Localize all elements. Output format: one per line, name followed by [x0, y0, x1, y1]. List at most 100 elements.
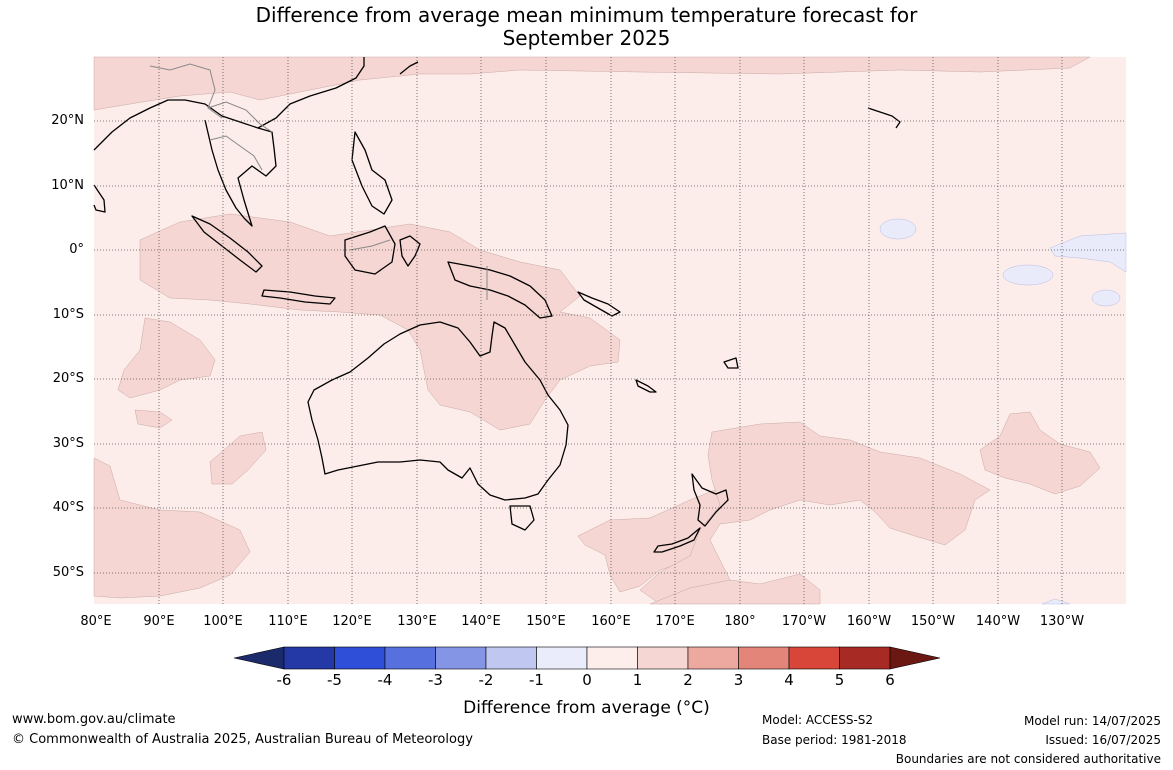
lat-label-50s: 50°S	[52, 565, 84, 580]
lon-label-130e: 130°E	[397, 614, 437, 629]
lat-label-10n: 10°N	[51, 178, 84, 193]
lat-label-20n: 20°N	[51, 113, 84, 128]
colorbar-arrow-high	[889, 646, 941, 670]
border-asia-3	[209, 135, 263, 171]
lon-label-170w: 170°W	[781, 614, 827, 629]
solomons-coast	[577, 291, 621, 317]
cool-patch-4	[1091, 289, 1121, 307]
map-title: Difference from average mean minimum tem…	[0, 4, 1173, 50]
hawaii-coast	[867, 107, 901, 129]
lon-label-110e: 110°E	[268, 614, 308, 629]
lon-label-150w: 150°W	[910, 614, 956, 629]
colorbar-tick-label: 1	[632, 671, 643, 689]
tasmania-coast	[509, 505, 535, 531]
footer-base-period: Base period: 1981-2018	[762, 733, 907, 747]
colorbar-tick-label: 5	[834, 671, 845, 689]
lon-label-150e: 150°E	[526, 614, 566, 629]
colorbar-tick-label: -1	[529, 671, 544, 689]
warm-patch-se-bottom	[649, 573, 821, 605]
footer-model: Model: ACCESS-S2	[762, 713, 874, 727]
footer-issued: Issued: 16/07/2025	[1045, 733, 1161, 747]
cool-patch-3	[1002, 264, 1054, 286]
lat-label-0: 0°	[69, 242, 84, 257]
lon-label-160e: 160°E	[591, 614, 631, 629]
graticule	[94, 57, 1126, 604]
colorbar-bin-4	[788, 646, 840, 670]
nz-south-coast	[653, 527, 701, 553]
new-caledonia-coast	[635, 379, 657, 393]
lon-label-170e: 170°E	[655, 614, 695, 629]
colorbar-arrow-low	[233, 646, 285, 670]
australia-coast	[307, 321, 569, 501]
coastlines	[93, 57, 901, 553]
colorbar-bin--3	[435, 646, 487, 670]
political-borders	[149, 63, 488, 300]
colorbar-tick-label: -4	[377, 671, 393, 689]
colorbar-tick-label: 6	[885, 671, 895, 689]
colorbar-tick-label: 0	[582, 671, 592, 689]
cool-patch-2	[1049, 232, 1127, 273]
lon-label-120e: 120°E	[332, 614, 372, 629]
lon-label-100e: 100°E	[203, 614, 243, 629]
indochina-coast	[204, 119, 277, 227]
lon-label-180: 180°	[724, 614, 756, 629]
warm-patch-se	[979, 411, 1101, 495]
colorbar-tick-label: -2	[478, 671, 494, 689]
cool-patch-5	[1041, 598, 1071, 605]
colorbar-tick-label: -3	[428, 671, 443, 689]
colorbar-tick-label: 4	[784, 671, 794, 689]
borneo-coast	[344, 225, 396, 275]
footer-disclaimer: Boundaries are not considered authoritat…	[895, 752, 1161, 766]
colorbar-tick-label: -5	[327, 671, 342, 689]
cool-patch-1	[879, 218, 917, 240]
sulawesi-coast	[399, 235, 421, 267]
lat-label-40s: 40°S	[52, 500, 84, 515]
nz-north-coast	[691, 473, 729, 527]
colorbar	[233, 646, 941, 670]
lon-label-140e: 140°E	[461, 614, 501, 629]
title-line-1: Difference from average mean minimum tem…	[255, 3, 918, 27]
warm-patch-west-ind	[117, 317, 216, 399]
warm-patch-sw	[93, 457, 251, 599]
border-asia-2	[207, 101, 273, 133]
footer-website: www.bom.gov.au/climate	[12, 712, 176, 727]
lon-label-80e: 80°E	[80, 614, 112, 629]
footer-model-run: Model run: 14/07/2025	[1023, 714, 1161, 728]
colorbar-bin--1	[536, 646, 588, 670]
colorbar-bin--4	[384, 646, 436, 670]
colorbar-tick-label: -6	[276, 671, 292, 689]
title-line-2: September 2025	[502, 26, 671, 50]
lon-label-160w: 160°W	[846, 614, 892, 629]
colorbar-bin-0	[586, 646, 638, 670]
colorbar-tick-label: 2	[683, 671, 693, 689]
japan-south-coast	[399, 61, 419, 75]
border-borneo	[349, 239, 391, 251]
colorbar-bin--5	[334, 646, 386, 670]
colorbar-bin-3	[738, 646, 790, 670]
warm-patch-north	[93, 56, 1091, 111]
colorbar-bin-1	[637, 646, 689, 670]
colorbar-tick-label: 3	[733, 671, 744, 689]
lon-label-140w: 140°W	[975, 614, 1021, 629]
india-coast	[93, 184, 106, 213]
new-guinea-coast	[447, 261, 553, 319]
lon-label-130w: 130°W	[1039, 614, 1085, 629]
fiji-coast	[723, 357, 739, 369]
lat-label-10s: 10°S	[52, 307, 84, 322]
philippines-coast	[351, 131, 393, 215]
lon-label-90e: 90°E	[143, 614, 175, 629]
colorbar-bin--6	[283, 646, 335, 670]
footer-copyright: © Commonwealth of Australia 2025, Austra…	[12, 732, 473, 747]
asia-mainland-coast	[93, 57, 365, 151]
colorbar-bin--2	[485, 646, 537, 670]
java-coast	[261, 289, 336, 305]
sumatra-coast	[191, 215, 263, 273]
colorbar-title: Difference from average (°C)	[463, 698, 710, 718]
colorbar-bin-2	[687, 646, 739, 670]
cool-anomaly-areas	[879, 218, 1127, 605]
colorbar-bin-5	[839, 646, 891, 670]
warm-patch-w-small	[134, 409, 173, 429]
lat-label-30s: 30°S	[52, 436, 84, 451]
lat-label-20s: 20°S	[52, 371, 84, 386]
